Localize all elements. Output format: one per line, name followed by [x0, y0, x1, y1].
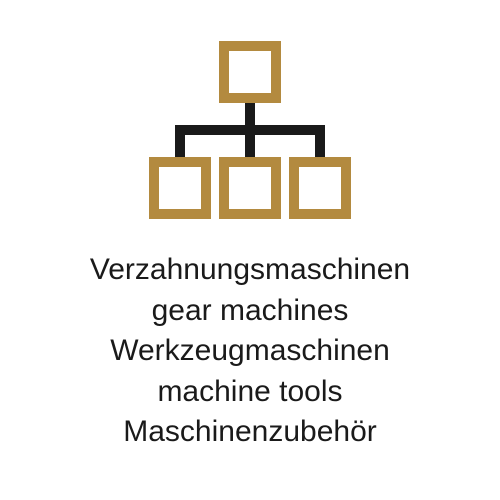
- text-line-3: Werkzeugmaschinen: [90, 331, 410, 372]
- category-text-block: Verzahnungsmaschinen gear machines Werkz…: [90, 250, 410, 453]
- text-line-5: Maschinenzubehör: [90, 412, 410, 453]
- text-line-2: gear machines: [90, 291, 410, 332]
- text-line-4: machine tools: [90, 372, 410, 413]
- text-line-1: Verzahnungsmaschinen: [90, 250, 410, 291]
- org-chart-icon: [135, 40, 365, 220]
